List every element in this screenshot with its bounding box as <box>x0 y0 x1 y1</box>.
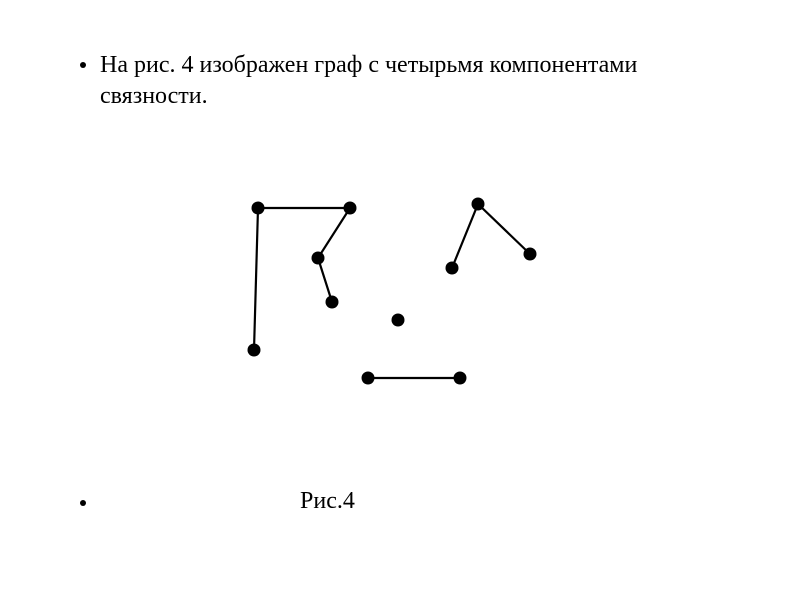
graph-node <box>472 198 485 211</box>
graph-figure <box>200 180 620 430</box>
graph-edge <box>254 208 258 350</box>
graph-node <box>362 372 375 385</box>
graph-node <box>248 344 261 357</box>
graph-node <box>446 262 459 275</box>
graph-edge <box>478 204 530 254</box>
graph-edge <box>318 258 332 302</box>
graph-node <box>524 248 537 261</box>
bullet-dot-icon <box>80 62 86 68</box>
bullet-item-main: На рис. 4 изображен граф с четырьмя комп… <box>80 50 640 112</box>
graph-node <box>252 202 265 215</box>
graph-node <box>454 372 467 385</box>
graph-svg <box>200 180 620 430</box>
bullet-item-caption: Рис.4 <box>80 488 355 515</box>
graph-edge <box>318 208 350 258</box>
slide: На рис. 4 изображен граф с четырьмя комп… <box>0 0 800 600</box>
bullet-text-main: На рис. 4 изображен граф с четырьмя комп… <box>100 50 640 112</box>
graph-node <box>312 252 325 265</box>
figure-caption: Рис.4 <box>100 488 355 515</box>
bullet-dot-icon <box>80 500 86 506</box>
graph-edge <box>452 204 478 268</box>
graph-node <box>344 202 357 215</box>
graph-node <box>392 314 405 327</box>
graph-node <box>326 296 339 309</box>
